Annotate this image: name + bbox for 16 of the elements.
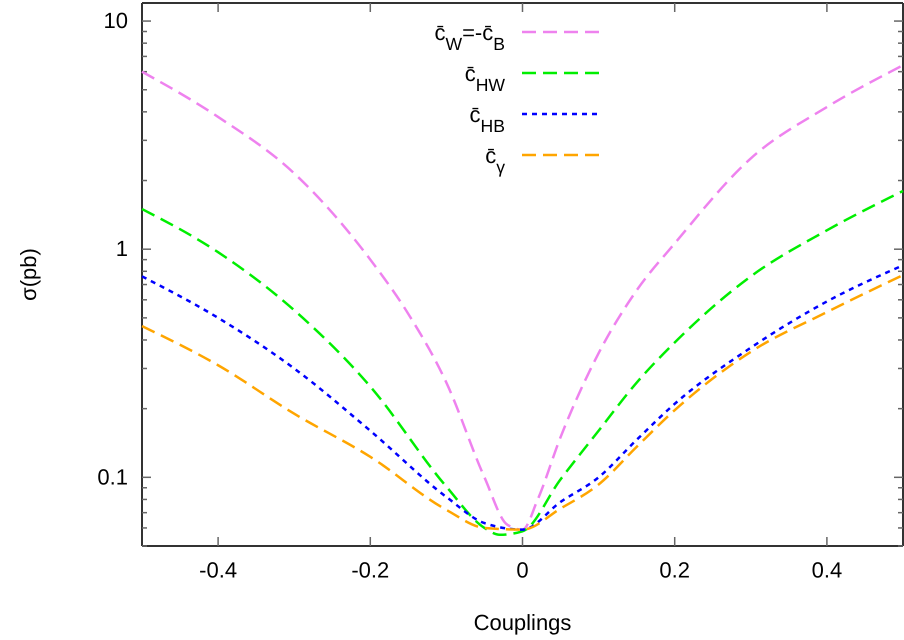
x-tick-label: 0 — [516, 558, 529, 583]
legend-label: c̄$_{HW}$ — [464, 61, 506, 95]
x-tick-label: 0.4 — [812, 558, 842, 583]
legend-label: c̄$_{γ}$ — [485, 143, 506, 177]
y-tick-label: 1 — [116, 236, 128, 262]
y-tick-label: 10 — [104, 8, 128, 34]
x-tick-label: 0.2 — [659, 558, 690, 583]
legend-label: c̄$_{HB}$ — [470, 102, 505, 136]
line-series — [140, 64, 904, 531]
line-series — [140, 190, 904, 536]
y-tick-label: 0.1 — [97, 464, 128, 490]
x-axis-title: Couplings — [474, 610, 572, 635]
x-tick-label: -0.4 — [199, 558, 238, 583]
x-tick-label: -0.2 — [351, 558, 390, 583]
y-axis-title: σ(pb) — [16, 248, 41, 301]
legend-label: c̄$_{W}$=-c̄$_{B}$ — [434, 20, 505, 54]
